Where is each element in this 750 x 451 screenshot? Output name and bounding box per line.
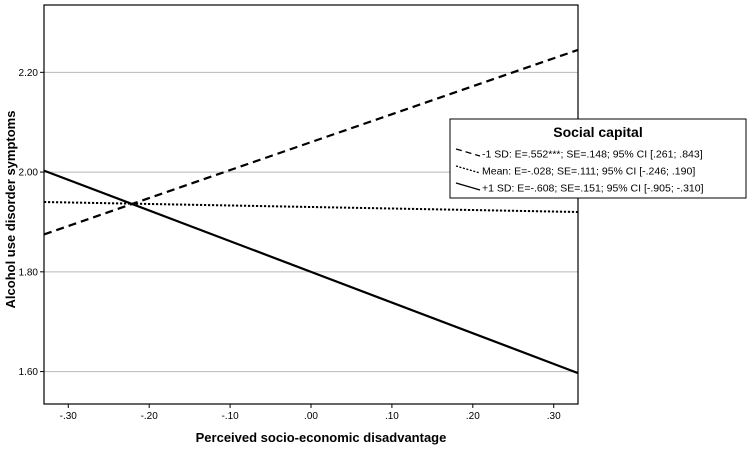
x-tick-label: .10 (385, 411, 399, 422)
gridlines (44, 71, 578, 373)
legend-entries: -1 SD: E=.552***; SE=.148; 95% CI [.261;… (455, 148, 704, 195)
x-tick-label: -.20 (141, 411, 159, 422)
x-tick-label: -.10 (221, 411, 239, 422)
x-tick-label: .30 (547, 411, 561, 422)
axis-ticks: 1.60 1.80 2.00 2.20 -.30 -.20 -.10 .00 .10 .20 .30 (19, 68, 562, 422)
legend-swatch-dashed (455, 148, 481, 157)
legend-label: Mean: E=-.028; SE=.111; 95% CI [-.246; .… (482, 166, 695, 178)
legend-label: -1 SD: E=.552***; SE=.148; 95% CI [.261;… (482, 149, 703, 161)
x-tick-label: -.30 (60, 411, 78, 422)
x-tick-label: .20 (466, 411, 480, 422)
legend-title: Social capital (553, 124, 642, 140)
legend-swatch-solid (455, 182, 481, 191)
legend-box (449, 118, 747, 199)
x-axis-title: Perceived socio-economic disadvantage (196, 430, 447, 445)
legend-label: +1 SD: E=-.608; SE=.151; 95% CI [-.905; … (482, 183, 704, 195)
series-lines (43, 48, 579, 375)
y-tick-label: 1.80 (19, 267, 39, 278)
legend-swatch-dotted (455, 165, 481, 174)
x-tick-label: .00 (304, 411, 318, 422)
y-axis-title: Alcohol use disorder symptoms (3, 111, 18, 309)
y-tick-label: 2.20 (19, 68, 39, 79)
y-tick-label: 1.60 (19, 367, 39, 378)
y-tick-label: 2.00 (19, 168, 39, 179)
legend: Social capital -1 SD: E=.552***; SE=.148… (449, 118, 747, 199)
series-line-solid (43, 169, 579, 375)
